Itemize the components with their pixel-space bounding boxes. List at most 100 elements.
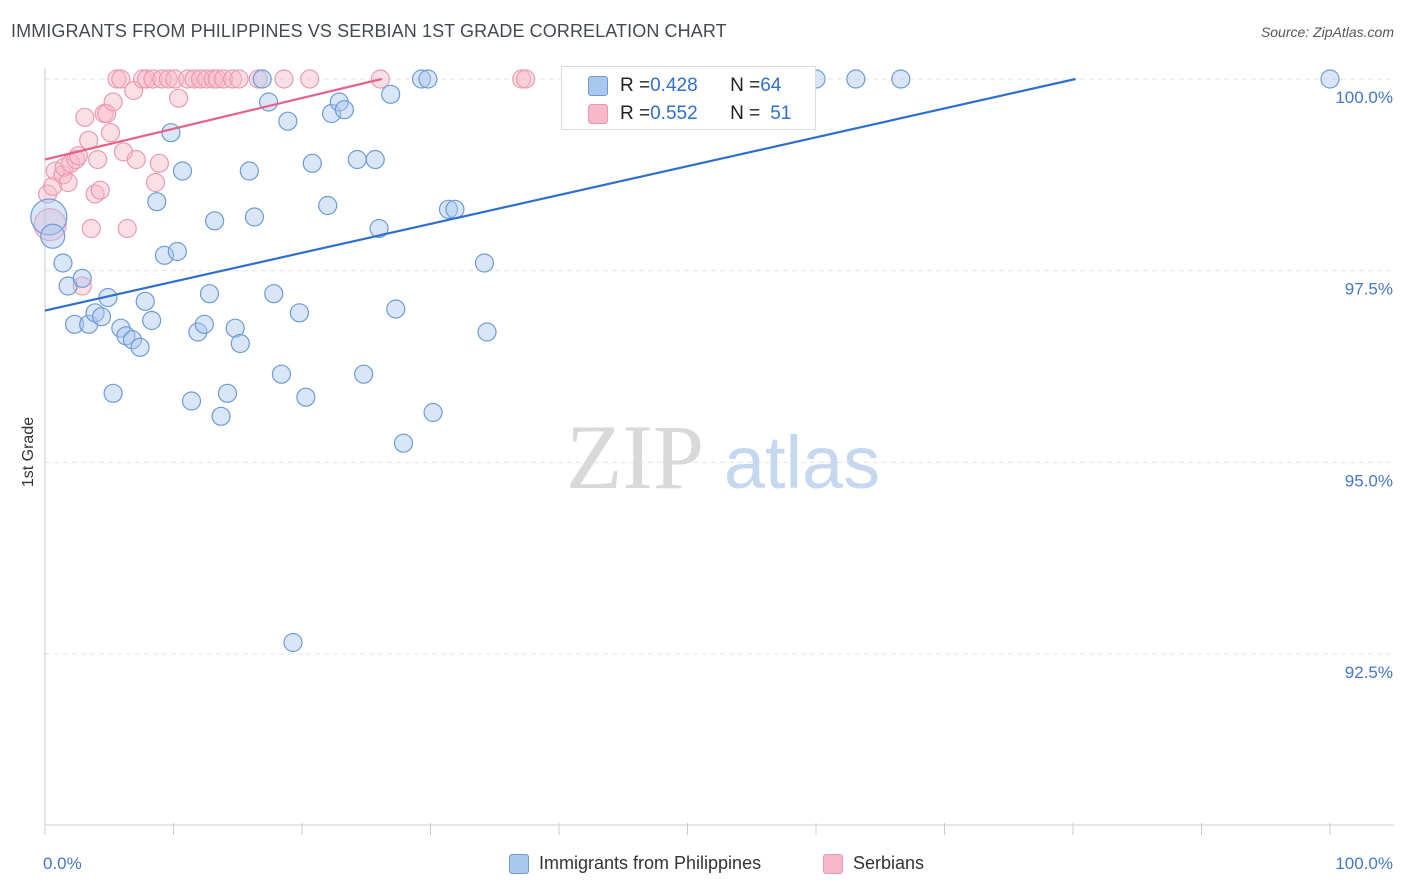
serbians-point [90,180,110,200]
philippines-point [369,218,389,239]
philippines-point [211,406,231,426]
x-tick-label-max: 100.0% [1335,854,1393,873]
philippines-point [423,402,443,423]
serbians-point [229,69,249,89]
philippines-point [846,69,866,89]
philippines-point [386,299,406,319]
philippines-point [239,161,259,181]
philippines-point [199,284,220,304]
blue-r-value: 0.428 [650,75,698,96]
blue-swatch [588,76,608,96]
axes [44,68,1394,835]
bottom-legend: Immigrants from Philippines Serbians [0,850,1406,880]
blue-n-value: 64 [760,75,782,96]
serbians-point [300,69,320,89]
philippines-point [161,123,181,143]
philippines-point [147,192,167,212]
philippines-trend-line [44,77,1076,312]
philippines-point [318,195,338,216]
philippines-point [411,69,432,89]
y-tick-label: 100.0% [1335,88,1393,107]
philippines-point [271,364,292,384]
pink-r-value: 0.552 [650,103,698,124]
y-tick-label: 92.5% [1345,663,1393,682]
serbians-trend-line [44,77,382,161]
philippines-point [172,161,193,181]
serbians-point [58,172,78,193]
legend-label-philippines: Immigrants from Philippines [539,853,762,873]
serbians-point [97,103,117,124]
blue-r-label: R = [620,75,651,96]
stats-row-blue: R = 0.428 N = 64 [588,75,781,97]
chart-title: IMMIGRANTS FROM PHILIPPINES VS SERBIAN 1… [11,21,727,41]
legend-swatch-pink [823,853,843,874]
philippines-point [278,111,298,131]
philippines-point [72,268,92,288]
serbians-point [149,153,169,173]
legend-item-serbians[interactable]: Serbians [823,853,924,874]
philippines-point [53,253,73,273]
watermark-zip: ZIP [566,406,704,508]
pink-n-label: N = [730,103,761,124]
philippines-point [64,314,85,334]
philippines-point [302,153,322,173]
philippines-point [205,211,225,231]
x-tick-label-min: 0.0% [43,854,82,873]
philippines-point [225,318,245,338]
tick-labels: 92.5% 95.0% 97.5% 100.0% 0.0% 100.0% [43,88,1393,873]
philippines-point [1320,69,1340,89]
philippines-point [418,69,438,89]
philippines-point [347,149,367,170]
serbians-point [223,69,243,89]
philippines-point [91,307,112,327]
serbians-point [145,172,166,193]
philippines-point [264,284,284,304]
philippines-point [354,364,374,384]
philippines-point [230,333,250,354]
philippines-point [103,383,123,403]
serbians-point [274,69,294,89]
philippines-point [194,314,214,334]
data-points [30,69,1340,653]
philippines-point [167,241,187,262]
y-tick-label: 95.0% [1345,471,1393,490]
serbians-point [81,218,101,239]
philippines-point [393,433,414,453]
serbians-point [103,92,123,112]
serbians-point [169,88,189,108]
philippines-point [244,207,265,227]
philippines-point [283,632,303,653]
y-tick-label: 97.5% [1345,280,1393,299]
serbians-point [111,69,131,89]
pink-swatch [588,104,608,124]
philippines-point [130,337,150,357]
serbians-point [100,123,121,143]
philippines-point [321,103,342,124]
philippines-point [289,303,310,323]
serbians-point [126,149,146,170]
pink-r-label: R = [620,103,651,124]
philippines-point [135,291,155,311]
watermark: ZIP atlas [566,406,880,508]
philippines-point [334,100,355,120]
serbians-point [85,184,105,204]
stats-legend-box: R = 0.428 N = 64 R = 0.552 N = 51 [561,66,816,130]
philippines-point [381,84,401,104]
philippines-point [891,69,911,89]
source-label: Source: ZipAtlas.com [1260,24,1394,40]
philippines-point [477,322,497,342]
philippines-point [365,149,385,170]
stats-row-pink: R = 0.552 N = 51 [588,103,791,125]
pink-n-value: 51 [770,103,792,124]
serbians-point [117,218,137,239]
philippines-point [122,330,142,350]
philippines-point [445,199,465,219]
legend-label-serbians: Serbians [853,853,925,873]
serbians-point [75,107,95,127]
trend-lines [44,77,1076,312]
serbians-point [515,69,536,89]
legend-item-philippines[interactable]: Immigrants from Philippines [509,853,761,874]
philippines-point [30,198,68,236]
philippines-point [474,253,495,273]
